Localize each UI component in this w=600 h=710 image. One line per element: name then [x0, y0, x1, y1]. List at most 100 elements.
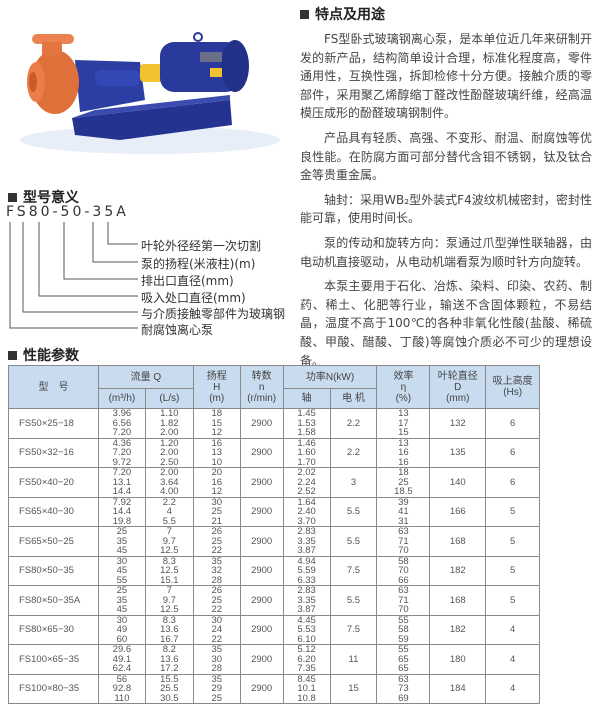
cell-value: 45	[116, 604, 128, 615]
cell-q-ls: 7 9.7 12.5	[144, 526, 194, 557]
cell-value: 15	[398, 427, 409, 438]
model-label: 与介质接触零部件为玻璃钢	[141, 307, 286, 321]
cell-eff: 55 65 65	[376, 644, 431, 675]
cell-d: 182	[429, 614, 487, 645]
cell-value: 45	[116, 545, 128, 556]
cell-value: 13.6	[160, 653, 179, 665]
cell-value: 1.45	[297, 408, 316, 419]
model-code-leader-lines	[9, 222, 138, 329]
cell-value: 65	[398, 653, 409, 665]
model-code: FS80-50-35A	[6, 204, 129, 220]
features-paragraph: 产品具有轻质、高强、不变形、耐温、耐腐蚀等优良性能。在防腐方面可部分替代含钼不锈…	[300, 130, 592, 183]
cell-d: 168	[429, 526, 487, 557]
cell-eff: 13 16 16	[376, 437, 431, 468]
features-section: 特点及用途 FS型卧式玻璃钢离心泵，是本单位近几年来研制开发的新产品，结构简单设…	[300, 4, 592, 370]
features-paragraph: 泵的传动和旋转方向：泵通过爪型弹性联轴器，由电动机直接驱动，从电动机端看泵为顺时…	[300, 235, 592, 269]
cell-value: 15.1	[160, 574, 179, 586]
cell-n: 2900	[239, 614, 284, 645]
cell-value: 45	[116, 565, 128, 576]
cell-shaft: 4.94 5.59 6.33	[282, 555, 331, 586]
cell-value: 9.7	[162, 535, 176, 547]
cell-value: 8.3	[162, 555, 176, 567]
cell-value: 70	[398, 604, 409, 615]
table-row: FS50×25−18 3.96 6.56 7.20 1.10 1.82 2.00 18 15 12…	[8, 408, 590, 439]
cell-value: 55	[398, 644, 409, 655]
cell-value: 58	[398, 624, 409, 635]
cell-value: 1.53	[297, 417, 316, 429]
cell-d: 184	[429, 673, 487, 704]
features-paragraph: 轴封：采用WB₂型外装式F4波纹机械密封，密封性能可靠，使用时间长。	[300, 192, 592, 226]
cell-value: 8.45	[297, 673, 316, 685]
cell-model: FS80×50−35A	[8, 585, 99, 616]
cell-value: 16	[398, 447, 409, 458]
cell-motor: 5.5	[329, 585, 378, 616]
cell-value: 7	[166, 526, 172, 537]
model-label: 吸入处口直径(mm)	[141, 291, 246, 305]
cell-value: 13	[398, 437, 409, 449]
cell-model: FS100×80−35	[8, 673, 99, 704]
cell-d: 168	[429, 585, 487, 616]
cell-model: FS65×50−25	[8, 526, 99, 557]
features-paragraph: FS型卧式玻璃钢离心泵，是本单位近几年来研制开发的新产品，结构简单设计合理，标准…	[300, 32, 592, 121]
cell-value: 24	[211, 624, 223, 635]
cell-value: 14.4	[112, 486, 132, 497]
cell-q-ls: 8.3 13.6 16.7	[144, 614, 194, 645]
cell-q-m3h: 25 35 45	[97, 585, 146, 616]
cell-value: 8.2	[162, 644, 176, 655]
cell-q-m3h: 7.20 13.1 14.4	[97, 467, 146, 498]
cell-model: FS80×65−30	[8, 614, 99, 645]
cell-value: 63	[398, 585, 409, 596]
cell-value: 16	[211, 476, 223, 488]
table-row: FS65×50−25 25 35 45 7 9.7 12.5 26 25 22 2900 2.83 3.…	[8, 526, 590, 557]
col-header-efficiency: 效率 η (%)	[376, 365, 431, 409]
cell-motor: 15	[329, 673, 378, 704]
cell-value: 26	[211, 585, 223, 596]
cell-value: 16.7	[160, 633, 179, 645]
cell-motor: 3	[329, 467, 378, 498]
cell-value: 70	[398, 545, 409, 556]
cell-motor: 5.5	[329, 496, 378, 527]
cell-q-ls: 1.10 1.82 2.00	[144, 408, 194, 439]
cell-hs: 5	[485, 555, 541, 586]
cell-value: 2.24	[297, 476, 316, 488]
cell-value: 1.82	[160, 417, 179, 429]
cell-shaft: 5.12 6.20 7.35	[282, 644, 331, 675]
cell-value: 3.87	[297, 545, 316, 556]
cell-value: 41	[398, 506, 409, 517]
cell-motor: 11	[329, 644, 378, 675]
model-label: 排出口直径(mm)	[141, 274, 234, 288]
cell-value: 3.96	[112, 408, 132, 419]
cell-eff: 13 17 15	[376, 408, 431, 439]
cell-value: 30	[211, 614, 223, 626]
cell-motor: 5.5	[329, 526, 378, 557]
cell-value: 30.5	[160, 692, 179, 704]
bullet-square-icon	[300, 9, 309, 19]
bullet-square-icon	[8, 350, 17, 360]
cell-value: 1.58	[297, 427, 316, 438]
cell-value: 10	[211, 456, 223, 468]
cell-value: 12.5	[160, 545, 179, 556]
cell-value: 32	[211, 565, 223, 576]
cell-shaft: 2.02 2.24 2.52	[282, 467, 331, 498]
cell-model: FS100×65−35	[8, 644, 99, 675]
col-header-power-motor: 电 机	[329, 388, 378, 409]
cell-value: 55	[398, 614, 409, 626]
cell-hs: 6	[485, 437, 541, 468]
cell-hs: 5	[485, 585, 541, 616]
cell-value: 1.46	[297, 437, 316, 449]
table-row: FS80×65−30 30 49 60 8.3 13.6 16.7 30 24 22 2900 4.4…	[8, 614, 590, 645]
cell-value: 30	[116, 555, 128, 567]
cell-hs: 4	[485, 644, 541, 675]
cell-value: 7.20	[112, 427, 132, 438]
cell-value: 2.00	[160, 467, 179, 478]
cell-value: 1.60	[297, 447, 316, 458]
cell-q-ls: 2.2 4 5.5	[144, 496, 194, 527]
cell-q-ls: 1.20 2.00 2.50	[144, 437, 194, 468]
cell-value: 16	[211, 437, 223, 449]
cell-eff: 58 70 66	[376, 555, 431, 586]
cell-value: 3.64	[160, 476, 179, 488]
cell-n: 2900	[239, 496, 284, 527]
model-label: 耐腐蚀离心泵	[141, 323, 214, 337]
cell-h: 35 30 28	[192, 644, 241, 675]
cell-value: 3.35	[297, 535, 316, 547]
